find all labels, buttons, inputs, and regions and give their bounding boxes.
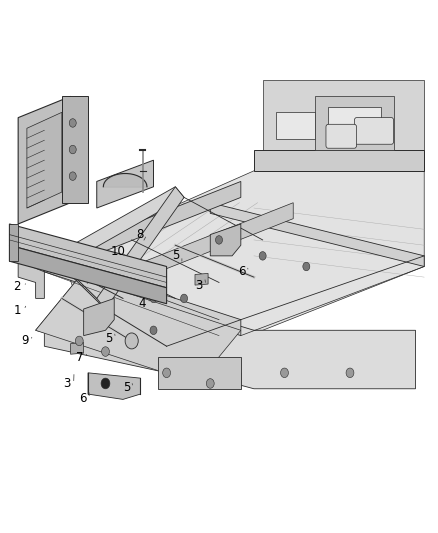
Circle shape [101, 378, 110, 389]
Polygon shape [10, 245, 166, 304]
Text: 7: 7 [76, 351, 84, 365]
Polygon shape [97, 187, 184, 309]
Polygon shape [195, 273, 208, 285]
Polygon shape [254, 150, 424, 171]
Text: 1: 1 [14, 304, 21, 317]
Polygon shape [84, 298, 114, 336]
FancyBboxPatch shape [354, 118, 394, 144]
Polygon shape [276, 112, 315, 139]
Text: 2: 2 [14, 280, 21, 293]
Circle shape [120, 278, 127, 287]
Text: 5: 5 [172, 249, 179, 262]
Circle shape [69, 119, 76, 127]
Circle shape [85, 262, 92, 271]
Polygon shape [210, 203, 424, 266]
Circle shape [125, 333, 138, 349]
Circle shape [150, 326, 157, 335]
Circle shape [180, 294, 187, 303]
Circle shape [215, 236, 223, 244]
Text: 3: 3 [196, 279, 203, 292]
Polygon shape [27, 112, 62, 208]
Polygon shape [10, 224, 166, 288]
Circle shape [85, 316, 92, 324]
Polygon shape [158, 357, 241, 389]
Circle shape [303, 262, 310, 271]
Polygon shape [44, 330, 241, 389]
Text: 8: 8 [137, 228, 144, 241]
Text: 4: 4 [139, 297, 146, 310]
Polygon shape [132, 203, 293, 282]
Text: 5: 5 [105, 332, 113, 345]
Circle shape [281, 368, 288, 377]
Polygon shape [18, 96, 71, 224]
Circle shape [206, 378, 214, 388]
Circle shape [69, 172, 76, 180]
Polygon shape [35, 277, 416, 389]
Text: 6: 6 [79, 392, 87, 405]
Polygon shape [53, 187, 184, 266]
Circle shape [75, 336, 83, 346]
Circle shape [150, 294, 157, 303]
Text: 6: 6 [238, 265, 245, 278]
Polygon shape [18, 261, 44, 298]
Polygon shape [10, 224, 18, 261]
Polygon shape [71, 343, 84, 354]
FancyBboxPatch shape [326, 124, 357, 148]
Polygon shape [79, 181, 241, 261]
Polygon shape [35, 277, 241, 383]
Polygon shape [210, 224, 241, 256]
Text: 9: 9 [21, 334, 28, 348]
Circle shape [162, 368, 170, 377]
Polygon shape [62, 96, 88, 203]
Circle shape [346, 368, 354, 377]
Polygon shape [62, 171, 424, 330]
Polygon shape [88, 373, 141, 399]
Text: 5: 5 [123, 381, 130, 394]
Polygon shape [44, 256, 241, 336]
Polygon shape [263, 80, 424, 171]
Polygon shape [315, 96, 394, 150]
Polygon shape [97, 160, 153, 208]
Circle shape [102, 347, 110, 357]
Polygon shape [328, 107, 381, 139]
Text: 3: 3 [64, 377, 71, 390]
Circle shape [259, 252, 266, 260]
Circle shape [69, 146, 76, 154]
Text: 10: 10 [110, 245, 125, 258]
